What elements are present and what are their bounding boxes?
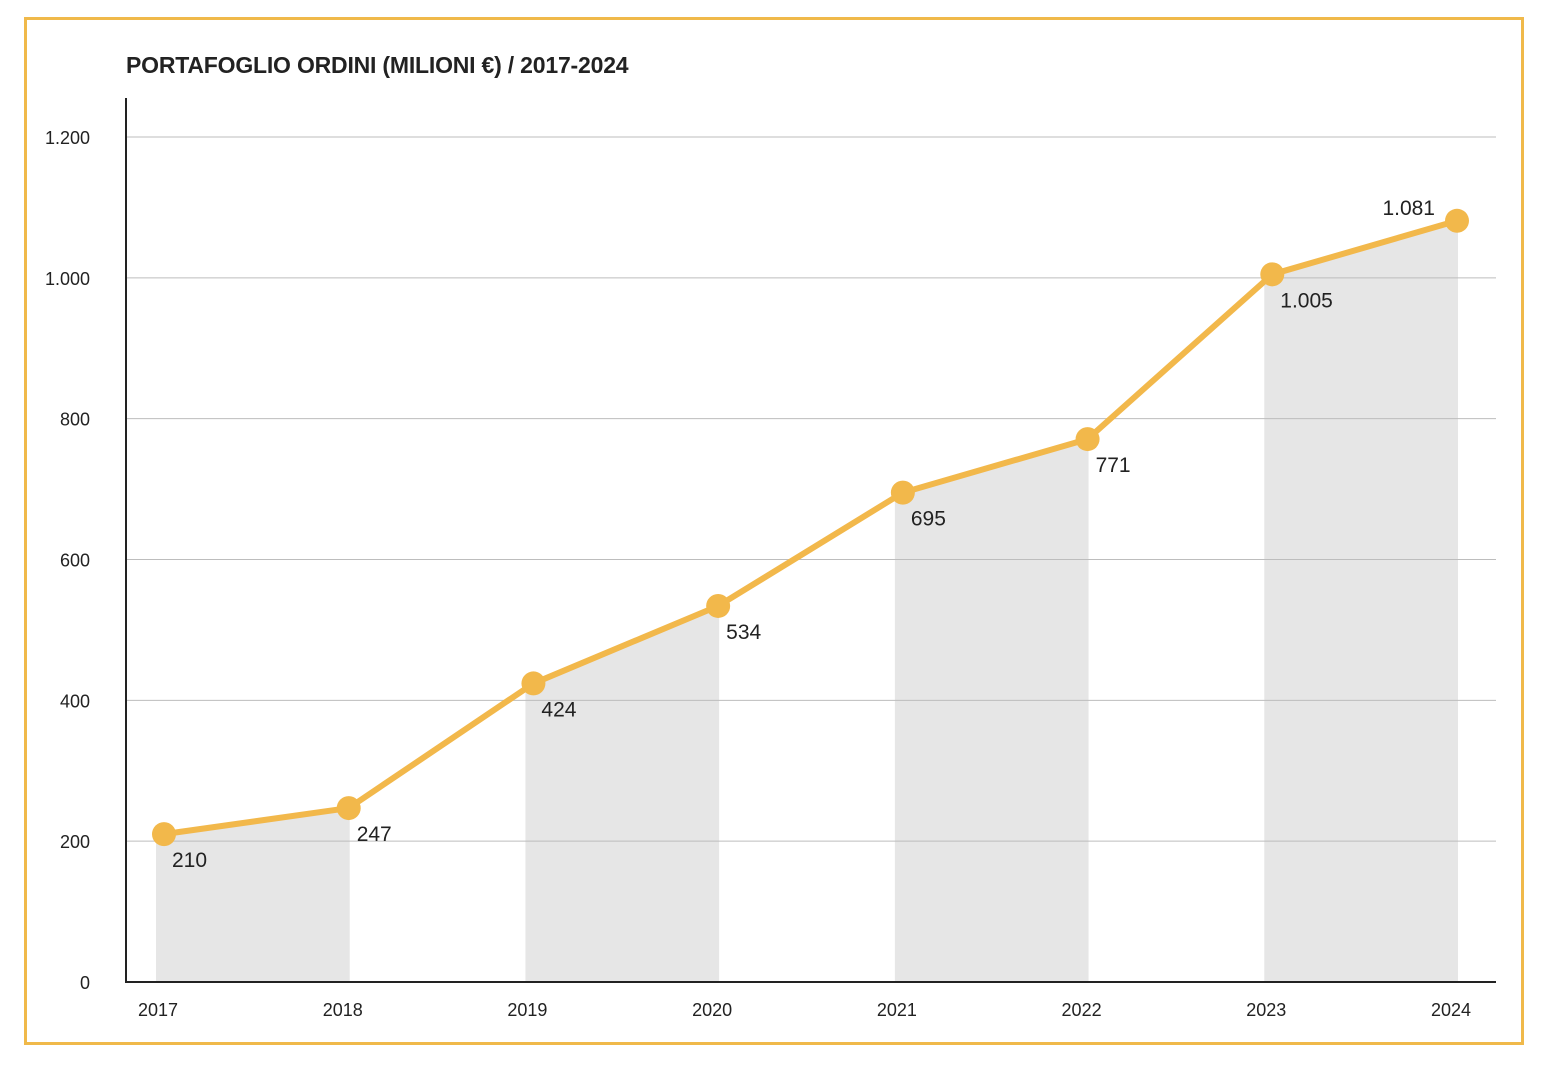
data-point-2018 [336, 796, 361, 821]
x-tick-label: 2024 [1431, 1000, 1471, 1020]
data-label-2019: 424 [541, 698, 576, 721]
data-label-2022: 771 [1096, 454, 1131, 477]
data-point-2020 [706, 593, 731, 618]
axes: 2017 2018 2019 2020 2021 2022 2023 2024 [125, 98, 1496, 1020]
data-points [152, 208, 1469, 847]
data-label-2021: 695 [911, 508, 946, 531]
y-tick-label: 1.000 [45, 269, 90, 289]
data-label-2020: 534 [726, 621, 761, 644]
x-tick-label: 2017 [138, 1000, 178, 1020]
data-point-2017 [152, 822, 176, 847]
y-tick-label: 600 [60, 551, 90, 571]
shade-area-2019-2020 [525, 605, 720, 982]
series-line [163, 217, 1458, 838]
shade-area-2017-2018 [156, 807, 350, 982]
data-label-2018: 247 [357, 823, 392, 846]
x-tick-label: 2022 [1062, 1000, 1102, 1020]
shade-area-2023-2024 [1264, 220, 1458, 982]
y-tick-label: 200 [60, 832, 90, 852]
data-point-2024 [1445, 208, 1469, 233]
y-tick-label: 0 [80, 973, 90, 993]
x-tick-label: 2018 [323, 1000, 363, 1020]
y-tick-label: 1.200 [45, 128, 90, 148]
data-labels: 210 247 424 534 695 771 1.005 1.081 [172, 197, 1435, 872]
data-point-2021 [890, 480, 915, 505]
x-tick-label: 2023 [1246, 1000, 1286, 1020]
data-label-2017: 210 [172, 849, 207, 872]
x-tick-label: 2021 [877, 1000, 917, 1020]
y-tick-label: 400 [60, 691, 90, 711]
shaded-areas [156, 220, 1458, 983]
y-tick-label: 800 [60, 410, 90, 430]
data-point-2019 [521, 671, 546, 696]
data-point-2022 [1075, 427, 1100, 452]
gridlines: 0 200 400 600 800 1.000 1.200 [45, 128, 1496, 993]
data-label-2023: 1.005 [1280, 289, 1333, 312]
data-label-2024: 1.081 [1382, 197, 1435, 220]
x-tick-label: 2019 [507, 1000, 547, 1020]
series-polyline [163, 217, 1458, 838]
shade-area-2021-2022 [894, 438, 1089, 983]
x-tick-label: 2020 [692, 1000, 732, 1020]
data-point-2023 [1260, 262, 1285, 287]
chart-title: PORTAFOGLIO ORDINI (MILIONI €) / 2017-20… [126, 52, 629, 78]
